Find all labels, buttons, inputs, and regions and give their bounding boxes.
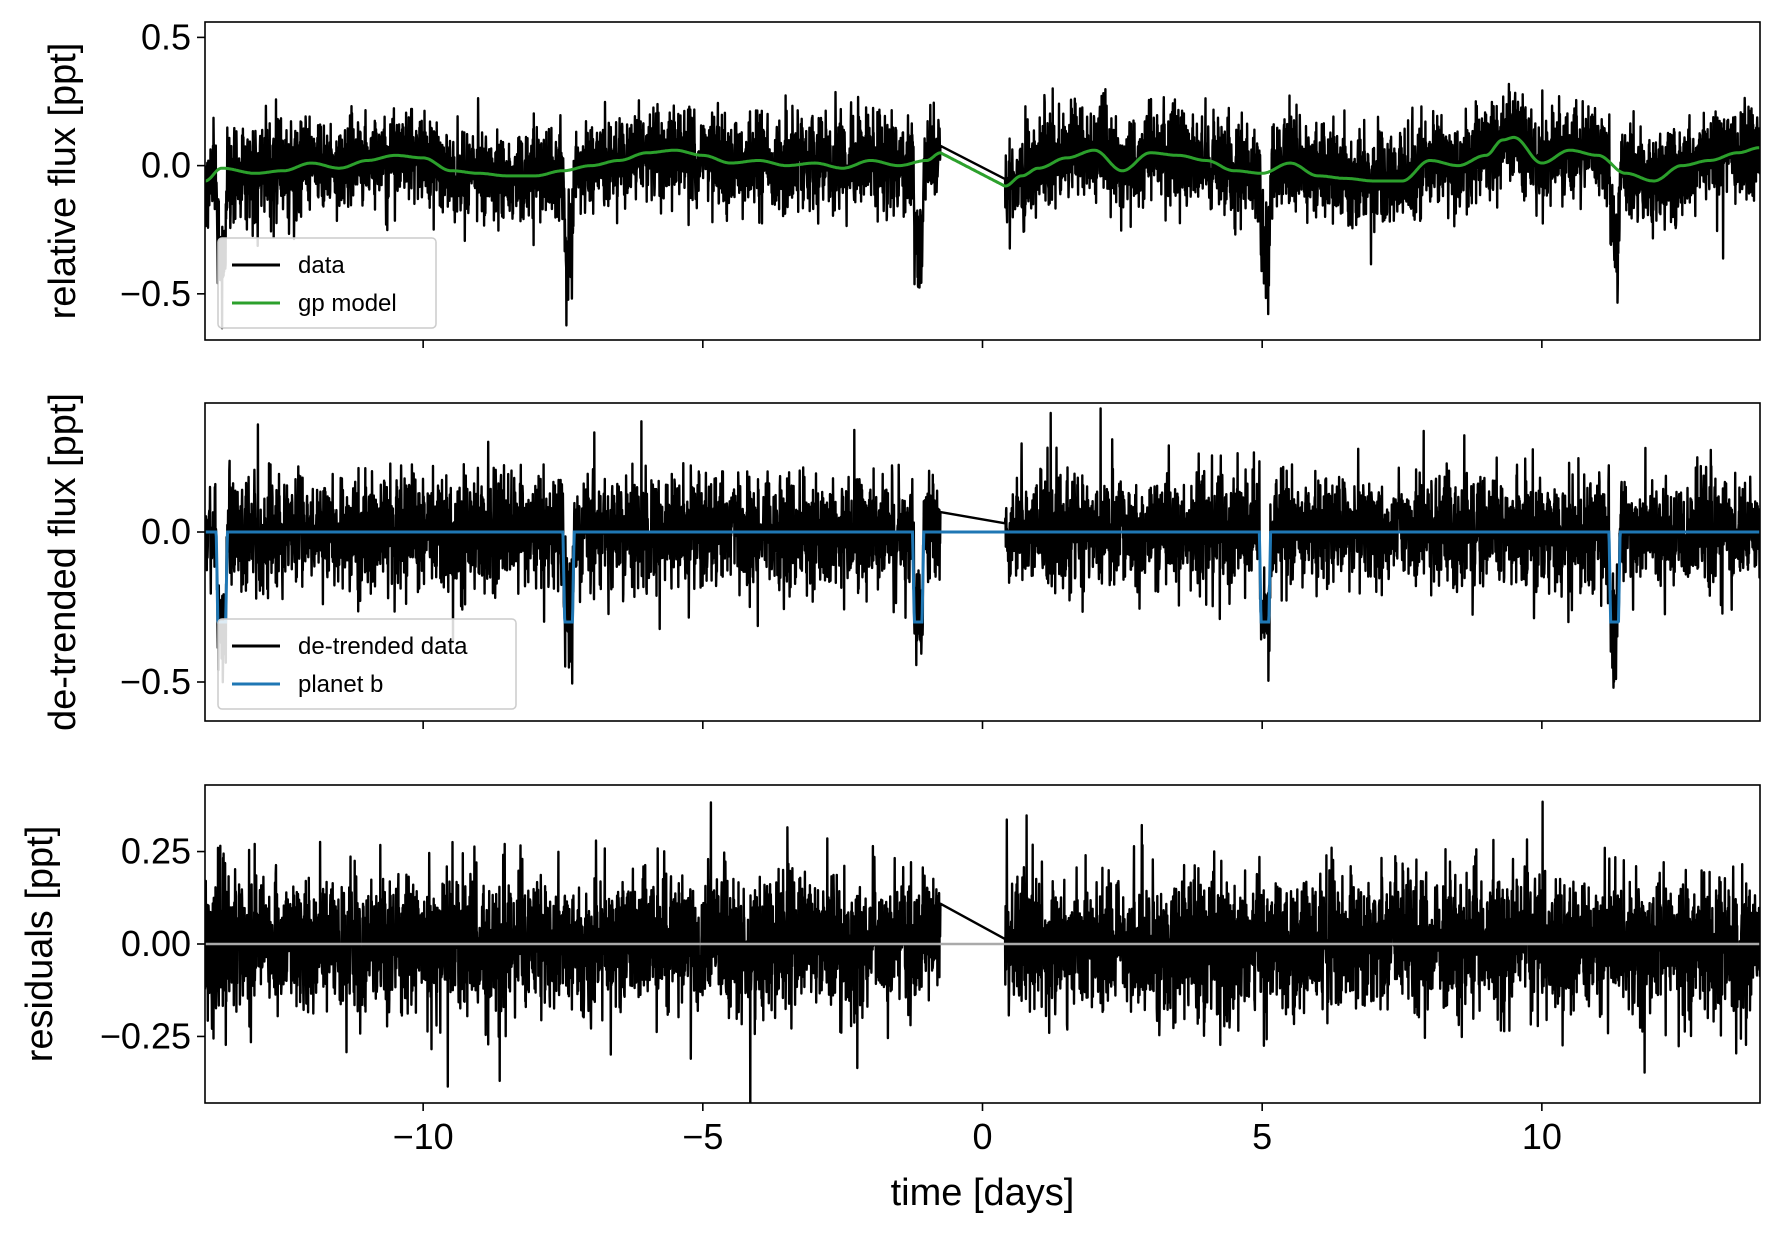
x-tick-label: 10 [1522,1116,1562,1157]
data-series-line [205,800,1760,1103]
tick-marks [197,531,1543,729]
y-tick-label: 0.00 [121,923,191,964]
tick-marks [197,850,1543,1111]
plot-area [205,407,1760,689]
panel-detrended-flux: −0.5 0.0 de-trended flux [ppt] de-trended… [42,393,1761,731]
plot-clip [205,407,1760,689]
x-tick-label: −5 [682,1116,723,1157]
legend: de-trended data planet b [217,618,517,710]
y-axis-label: relative flux [ppt] [42,43,84,320]
y-tick-label: 0.25 [121,831,191,872]
planet-b-model-line [205,530,1760,624]
data-series-line [205,407,1760,689]
panel-residuals: −0.250.000.25 −10 −5 0 5 10 residuals [ppt] … [19,784,1761,1214]
x-tick-label: 0 [972,1116,992,1157]
y-axis-label: residuals [ppt] [19,826,61,1063]
legend-label-planet-b: planet b [298,671,383,698]
legend-label-gp-model: gp model [298,290,397,317]
x-tick-labels: −10 −5 0 5 10 [393,1116,1562,1157]
plot-clip [205,800,1760,1103]
plot-area [205,800,1760,1103]
gp-model-line [205,135,1760,188]
y-tick-label: 0.5 [141,16,191,57]
panel-relative-flux: −0.5 0.0 0.5 relative flux [ppt] data gp m… [42,16,1761,348]
tick-marks [197,36,1543,348]
legend-label-detrended-data: de-trended data [298,633,468,660]
x-axis-label: time [days] [891,1172,1075,1214]
x-tick-label: −10 [393,1116,454,1157]
legend-box [217,237,437,329]
y-axis-label: de-trended flux [ppt] [42,393,84,731]
x-tick-label: 5 [1252,1116,1272,1157]
y-tick-labels: −0.5 0.0 [120,511,191,702]
y-tick-labels: −0.5 0.0 0.5 [120,16,191,313]
y-tick-labels: −0.25 0.00 0.25 [100,831,191,1057]
y-tick-label: 0.0 [141,145,191,186]
plot-area [205,82,1760,330]
legend: data gp model [217,237,437,329]
y-tick-label: 0.0 [141,511,191,552]
y-tick-label: −0.5 [120,273,191,314]
y-tick-label: −0.25 [100,1015,191,1056]
legend-label-data: data [298,252,345,279]
data-series-line [205,82,1760,330]
y-tick-label: −0.5 [120,661,191,702]
legend-box [217,618,517,710]
plot-clip [205,82,1760,330]
